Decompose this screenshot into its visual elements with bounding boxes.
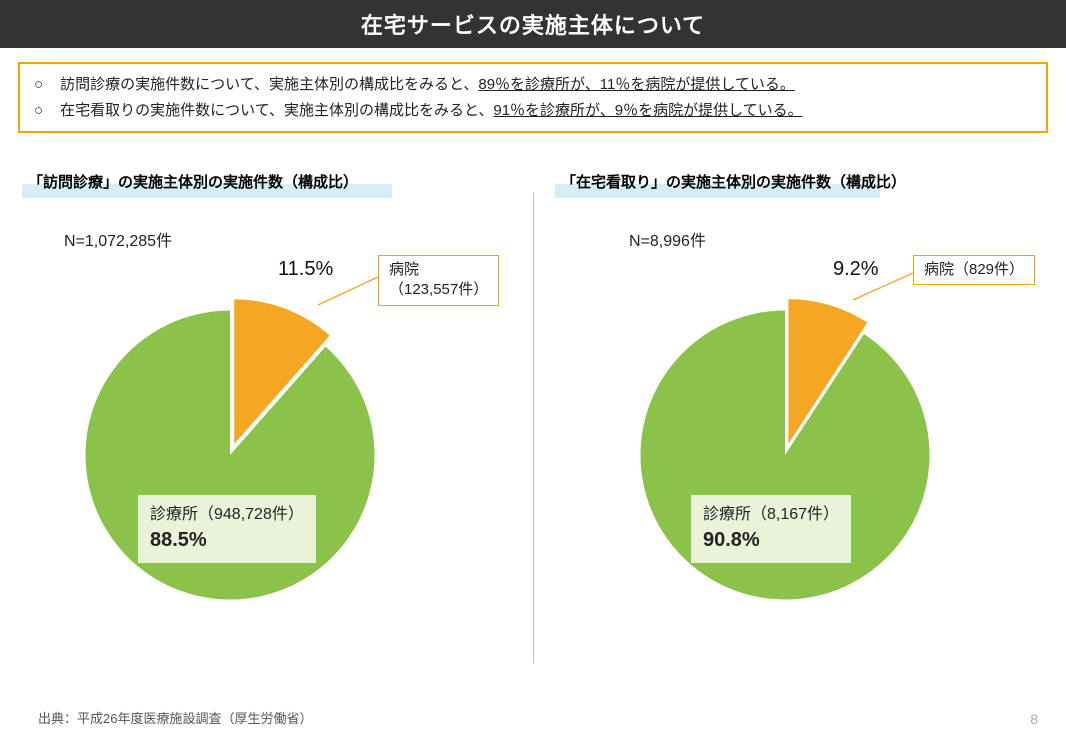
- chart-right-pie: [615, 285, 955, 625]
- pie-svg: [60, 285, 400, 625]
- page-title-bar: 在宅サービスの実施主体について: [0, 0, 1066, 48]
- page-number: 8: [1030, 711, 1038, 727]
- callout-line1: 病院: [389, 261, 419, 278]
- summary-line-2: ○ 在宅看取りの実施件数について、実施主体別の構成比をみると、91％を診療所が、…: [34, 98, 1032, 124]
- chart-left-callout: 病院 （123,557件）: [378, 255, 499, 306]
- bullet-icon: ○: [34, 72, 56, 98]
- charts-row: 「訪問診療」の実施主体別の実施件数（構成比） N=1,072,285件 11.5…: [0, 155, 1066, 675]
- center-line1: 診療所（948,728件）: [150, 506, 304, 523]
- summary-line-2-pre: 在宅看取りの実施件数について、実施主体別の構成比をみると、: [60, 102, 493, 119]
- chart-left-title: 「訪問診療」の実施主体別の実施件数（構成比）: [22, 169, 364, 194]
- summary-line-1-underlined: 89％を診療所が、11％を病院が提供している。: [478, 76, 795, 93]
- pie-svg: [615, 285, 955, 625]
- chart-right-center-box: 診療所（8,167件） 90.8%: [691, 495, 851, 563]
- chart-right-panel: 「在宅看取り」の実施主体別の実施件数（構成比） N=8,996件 9.2% 病院…: [533, 155, 1066, 675]
- chart-left-n: N=1,072,285件: [64, 227, 172, 251]
- bullet-icon: ○: [34, 98, 56, 124]
- chart-left-pie: [60, 285, 400, 625]
- chart-right-title: 「在宅看取り」の実施主体別の実施件数（構成比）: [555, 169, 912, 194]
- callout-line2: （123,557件）: [389, 281, 488, 298]
- chart-left-small-pct: 11.5%: [278, 258, 333, 281]
- chart-left-panel: 「訪問診療」の実施主体別の実施件数（構成比） N=1,072,285件 11.5…: [0, 155, 533, 675]
- chart-right-n: N=8,996件: [629, 227, 706, 251]
- summary-line-1: ○ 訪問診療の実施件数について、実施主体別の構成比をみると、89％を診療所が、1…: [34, 72, 1032, 98]
- center-pct: 88.5%: [150, 529, 207, 551]
- footer-source: 出典：平成26年度医療施設調査（厚生労働省）: [38, 708, 312, 727]
- page-title: 在宅サービスの実施主体について: [361, 13, 705, 38]
- center-pct: 90.8%: [703, 529, 760, 551]
- summary-box: ○ 訪問診療の実施件数について、実施主体別の構成比をみると、89％を診療所が、1…: [18, 62, 1048, 133]
- center-line1: 診療所（8,167件）: [703, 506, 839, 523]
- summary-line-2-underlined: 91％を診療所が、9％を病院が提供している。: [493, 102, 802, 119]
- chart-left-center-box: 診療所（948,728件） 88.5%: [138, 495, 316, 563]
- callout-leader-left: [318, 277, 378, 305]
- summary-line-1-pre: 訪問診療の実施件数について、実施主体別の構成比をみると、: [60, 76, 478, 93]
- callout-line1: 病院（829件）: [924, 261, 1024, 278]
- chart-right-small-pct: 9.2%: [833, 258, 879, 281]
- chart-right-callout: 病院（829件）: [913, 255, 1035, 285]
